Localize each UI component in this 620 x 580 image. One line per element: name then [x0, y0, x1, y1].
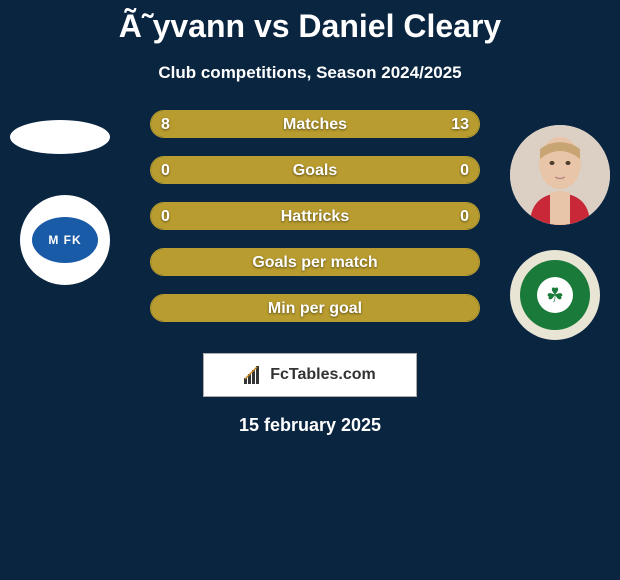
stat-row: 813Matches: [150, 110, 480, 138]
page-title: Ã˜yvann vs Daniel Cleary: [0, 0, 620, 45]
date-text: 15 february 2025: [0, 415, 620, 436]
stat-row: 00Goals: [150, 156, 480, 184]
club-left-logo: M FK: [20, 195, 110, 285]
stat-label: Hattricks: [151, 203, 479, 231]
subtitle: Club competitions, Season 2024/2025: [0, 63, 620, 83]
stat-label: Min per goal: [151, 295, 479, 323]
watermark: FcTables.com: [203, 353, 417, 397]
shamrock-icon: ☘: [546, 283, 564, 308]
stat-label: Matches: [151, 111, 479, 139]
stat-label: Goals: [151, 157, 479, 185]
stat-row: Min per goal: [150, 294, 480, 322]
club-left-text: M FK: [48, 233, 81, 247]
player-right-avatar: [510, 125, 610, 225]
stat-label: Goals per match: [151, 249, 479, 277]
stat-row: 00Hattricks: [150, 202, 480, 230]
watermark-text: FcTables.com: [270, 366, 376, 384]
club-right-logo: ☘: [510, 250, 600, 340]
player-left-avatar: [10, 120, 110, 154]
stat-row: Goals per match: [150, 248, 480, 276]
stats-bars: 813Matches 00Goals 00Hattricks Goals per ma…: [150, 110, 480, 340]
